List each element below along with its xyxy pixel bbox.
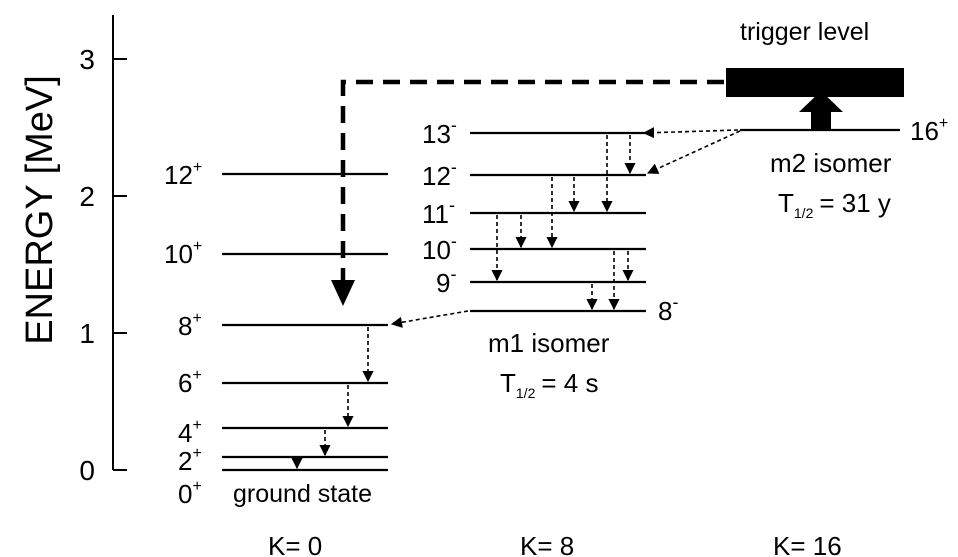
spin-label-gs-10: 10+ — [164, 238, 202, 269]
spin-label-gs-0: 0+ — [178, 478, 202, 509]
y-tick-label-0: 0 — [79, 455, 95, 486]
spin-label-m1-8: 8- — [658, 292, 678, 326]
band-label-k16: K= 16 — [773, 531, 842, 557]
trigger-cascade-arrowhead — [331, 280, 355, 306]
transition-m2-to-13 — [642, 127, 739, 139]
m2-half-life: T1/2 = 31 y — [778, 188, 891, 221]
spin-label-gs-12: 12+ — [164, 159, 202, 190]
m1-half-life: T1/2 = 4 s — [500, 368, 598, 401]
m1-isomer-label: m1 isomer — [488, 328, 610, 358]
m2-isomer-label: m2 isomer — [770, 148, 892, 178]
trigger-up-arrow-head — [799, 91, 843, 112]
spin-label-m2-16: 16+ — [910, 115, 948, 146]
spin-label-m1-10: 10- — [422, 231, 457, 265]
spin-label-m1-13: 13- — [422, 115, 457, 149]
y-axis-title: ENERGY [MeV] — [19, 75, 61, 345]
spin-label-m1-12: 12- — [422, 157, 457, 191]
ground-state-label: ground state — [233, 480, 372, 508]
y-tick-label-1: 1 — [79, 318, 95, 349]
y-tick-label-3: 3 — [79, 44, 95, 75]
spin-label-gs-8: 8+ — [178, 310, 202, 341]
transition-m2-to-12 — [646, 130, 741, 174]
spin-label-gs-2: 2+ — [178, 445, 202, 476]
trigger-up-arrow-shaft — [811, 108, 831, 130]
spin-label-gs-4: 4+ — [178, 417, 202, 448]
spin-label-m1-9: 9- — [436, 264, 456, 298]
band-label-k0: K= 0 — [268, 531, 322, 557]
transition-m1-to-gs8 — [390, 310, 469, 328]
y-tick-label-2: 2 — [79, 181, 95, 212]
trigger-cascade-path — [340, 79, 724, 290]
trigger-level-label: trigger level — [740, 18, 869, 46]
spin-label-m1-11: 11- — [422, 195, 455, 229]
spin-label-gs-6: 6+ — [178, 367, 202, 398]
trigger-level-bar — [726, 68, 904, 97]
band-label-k8: K= 8 — [520, 531, 574, 557]
